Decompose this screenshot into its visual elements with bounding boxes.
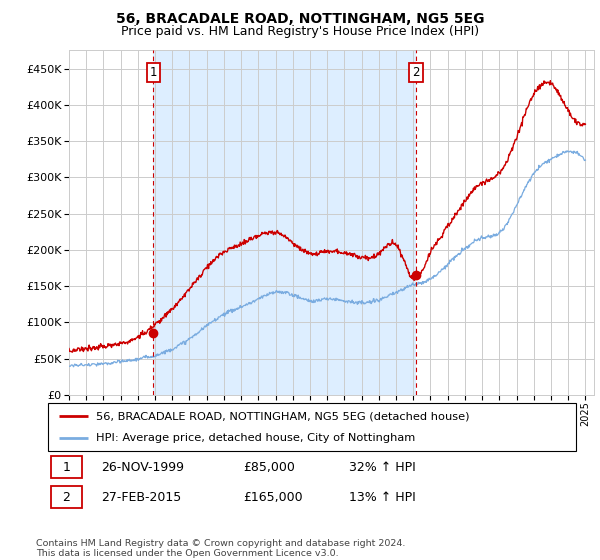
Text: Price paid vs. HM Land Registry's House Price Index (HPI): Price paid vs. HM Land Registry's House … xyxy=(121,25,479,38)
Text: 27-FEB-2015: 27-FEB-2015 xyxy=(101,491,181,504)
Bar xyxy=(50,456,82,478)
Text: 13% ↑ HPI: 13% ↑ HPI xyxy=(349,491,416,504)
Text: 1: 1 xyxy=(149,66,157,80)
Text: 2: 2 xyxy=(62,491,70,504)
Text: 26-NOV-1999: 26-NOV-1999 xyxy=(101,460,184,474)
Text: HPI: Average price, detached house, City of Nottingham: HPI: Average price, detached house, City… xyxy=(95,433,415,443)
Text: 56, BRACADALE ROAD, NOTTINGHAM, NG5 5EG (detached house): 56, BRACADALE ROAD, NOTTINGHAM, NG5 5EG … xyxy=(95,411,469,421)
Text: 2: 2 xyxy=(412,66,419,80)
Bar xyxy=(154,50,416,395)
Text: £165,000: £165,000 xyxy=(244,491,303,504)
Text: £85,000: £85,000 xyxy=(244,460,295,474)
Bar xyxy=(50,487,82,508)
Text: 32% ↑ HPI: 32% ↑ HPI xyxy=(349,460,416,474)
Text: 56, BRACADALE ROAD, NOTTINGHAM, NG5 5EG: 56, BRACADALE ROAD, NOTTINGHAM, NG5 5EG xyxy=(116,12,484,26)
Text: Contains HM Land Registry data © Crown copyright and database right 2024.
This d: Contains HM Land Registry data © Crown c… xyxy=(36,539,406,558)
Text: 1: 1 xyxy=(62,460,70,474)
